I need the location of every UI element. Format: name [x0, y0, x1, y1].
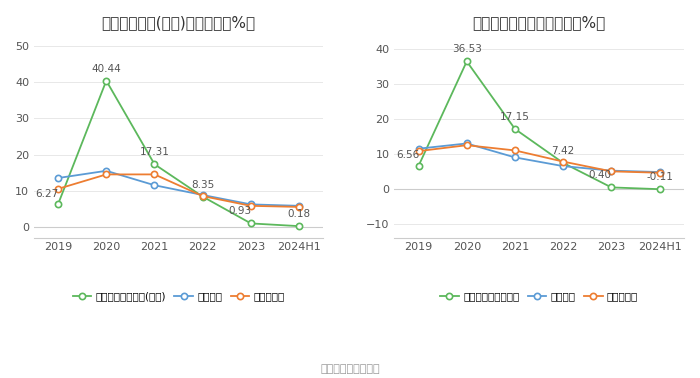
公司投入资本回报率	[463, 59, 471, 64]
Line: 公司净资产收益率(加权): 公司净资产收益率(加权)	[55, 77, 302, 229]
公司净资产收益率(加权)	[102, 79, 111, 83]
Text: 0.40: 0.40	[589, 170, 612, 180]
公司净资产收益率(加权)	[150, 162, 159, 167]
行业均值	[511, 155, 519, 160]
Text: 0.18: 0.18	[288, 209, 311, 219]
行业中位数	[199, 194, 207, 198]
Line: 行业中位数: 行业中位数	[415, 142, 663, 176]
公司投入资本回报率	[607, 185, 615, 190]
行业中位数	[54, 187, 62, 191]
行业中位数	[655, 170, 664, 175]
公司净资产收益率(加权)	[246, 221, 255, 226]
Text: 17.31: 17.31	[139, 147, 169, 157]
公司投入资本回报率	[655, 187, 664, 191]
公司净资产收益率(加权)	[199, 194, 207, 199]
Title: 净资产收益率(加权)历年情况（%）: 净资产收益率(加权)历年情况（%）	[102, 15, 256, 30]
行业均值	[199, 193, 207, 197]
行业中位数	[246, 204, 255, 208]
Text: -0.11: -0.11	[646, 172, 673, 182]
行业中位数	[559, 159, 568, 164]
Legend: 公司净资产收益率(加权), 行业均值, 行业中位数: 公司净资产收益率(加权), 行业均值, 行业中位数	[69, 287, 289, 306]
Line: 行业中位数: 行业中位数	[55, 171, 302, 210]
公司投入资本回报率	[559, 161, 568, 165]
行业中位数	[414, 149, 423, 153]
Text: 36.53: 36.53	[452, 45, 482, 54]
行业均值	[655, 170, 664, 174]
行业中位数	[607, 169, 615, 174]
行业均值	[102, 169, 111, 173]
公司净资产收益率(加权)	[54, 202, 62, 206]
Text: 数据来源：恒生聚源: 数据来源：恒生聚源	[320, 364, 380, 374]
行业均值	[295, 204, 303, 208]
公司投入资本回报率	[511, 127, 519, 131]
行业均值	[463, 141, 471, 146]
行业均值	[54, 176, 62, 180]
Text: 17.15: 17.15	[500, 112, 530, 122]
行业中位数	[150, 172, 159, 177]
Line: 行业均值: 行业均值	[55, 168, 302, 209]
行业均值	[559, 164, 568, 168]
Text: 7.42: 7.42	[552, 146, 575, 156]
Line: 公司投入资本回报率: 公司投入资本回报率	[415, 58, 663, 192]
行业均值	[150, 183, 159, 187]
行业中位数	[102, 172, 111, 177]
行业中位数	[463, 143, 471, 147]
Text: 6.56: 6.56	[395, 150, 419, 160]
Text: 40.44: 40.44	[92, 64, 121, 74]
行业均值	[607, 168, 615, 173]
行业均值	[246, 202, 255, 207]
行业中位数	[295, 204, 303, 209]
公司净资产收益率(加权)	[295, 224, 303, 228]
Text: 6.27: 6.27	[36, 189, 59, 198]
公司投入资本回报率	[414, 164, 423, 168]
Line: 行业均值: 行业均值	[415, 140, 663, 175]
行业中位数	[511, 148, 519, 153]
Legend: 公司投入资本回报率, 行业均值, 行业中位数: 公司投入资本回报率, 行业均值, 行业中位数	[436, 287, 642, 306]
Text: 0.93: 0.93	[228, 206, 251, 217]
行业均值	[414, 146, 423, 151]
Text: 8.35: 8.35	[191, 180, 214, 190]
Title: 投入资本回报率历年情况（%）: 投入资本回报率历年情况（%）	[473, 15, 606, 30]
